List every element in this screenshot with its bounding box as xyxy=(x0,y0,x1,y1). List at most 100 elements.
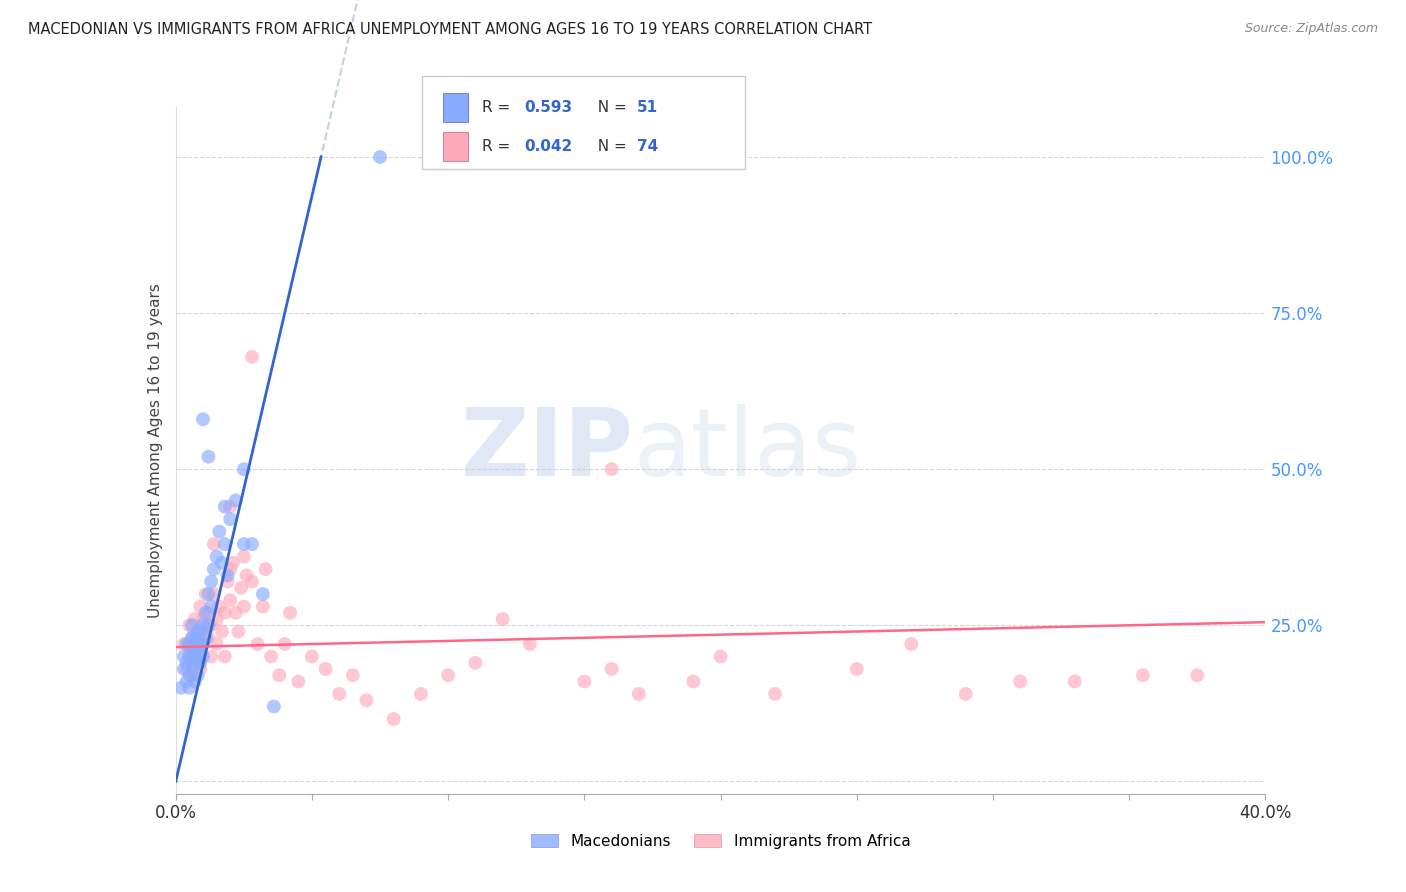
Point xyxy=(200,649,222,664)
Text: R =: R = xyxy=(482,139,516,154)
Text: 74: 74 xyxy=(637,139,658,154)
Point xyxy=(188,643,211,657)
Point xyxy=(269,668,291,682)
Point xyxy=(208,524,231,539)
Text: Source: ZipAtlas.com: Source: ZipAtlas.com xyxy=(1244,22,1378,36)
Point xyxy=(205,637,228,651)
Point xyxy=(173,637,195,651)
Point xyxy=(197,631,219,645)
Point xyxy=(184,674,207,689)
Point xyxy=(217,574,239,589)
Point xyxy=(274,637,297,651)
Point xyxy=(176,674,198,689)
Point xyxy=(263,699,285,714)
Point xyxy=(278,606,301,620)
Point xyxy=(197,587,219,601)
Point xyxy=(222,556,245,570)
Point xyxy=(179,649,201,664)
Point xyxy=(173,662,195,676)
Point xyxy=(600,462,623,476)
Point xyxy=(176,662,198,676)
Point xyxy=(214,500,236,514)
Text: 51: 51 xyxy=(637,100,658,115)
Point xyxy=(600,662,623,676)
Point xyxy=(191,637,214,651)
Text: 0.593: 0.593 xyxy=(524,100,572,115)
Point xyxy=(176,656,198,670)
Point xyxy=(1010,674,1032,689)
Point xyxy=(955,687,977,701)
Y-axis label: Unemployment Among Ages 16 to 19 years: Unemployment Among Ages 16 to 19 years xyxy=(148,283,163,618)
Point xyxy=(356,693,378,707)
Point xyxy=(176,637,198,651)
Point xyxy=(211,624,233,639)
Point xyxy=(219,500,242,514)
Point xyxy=(181,668,204,682)
Point xyxy=(574,674,596,689)
Point xyxy=(900,637,922,651)
Point xyxy=(260,649,283,664)
Point xyxy=(194,606,217,620)
Point xyxy=(181,649,204,664)
Point xyxy=(197,618,219,632)
Point xyxy=(437,668,460,682)
Point xyxy=(240,574,263,589)
Point xyxy=(219,562,242,576)
Point xyxy=(219,512,242,526)
Point xyxy=(186,624,209,639)
Point xyxy=(179,681,201,695)
Point xyxy=(184,612,207,626)
Point xyxy=(200,574,222,589)
Point xyxy=(191,612,214,626)
Point xyxy=(235,568,257,582)
Point xyxy=(186,643,209,657)
Point xyxy=(1132,668,1154,682)
Point xyxy=(217,568,239,582)
Point xyxy=(194,587,217,601)
Point xyxy=(232,462,254,476)
Point xyxy=(200,618,222,632)
Point xyxy=(232,549,254,564)
Point xyxy=(228,624,250,639)
Point xyxy=(191,649,214,664)
Point xyxy=(254,562,277,576)
Point xyxy=(179,618,201,632)
Point xyxy=(240,537,263,551)
Point xyxy=(170,681,193,695)
Point xyxy=(240,350,263,364)
Point xyxy=(184,631,207,645)
Point xyxy=(202,537,225,551)
Point xyxy=(179,637,201,651)
Legend: Macedonians, Immigrants from Africa: Macedonians, Immigrants from Africa xyxy=(524,828,917,855)
Point xyxy=(232,599,254,614)
Point xyxy=(200,599,222,614)
Point xyxy=(682,674,704,689)
Point xyxy=(409,687,432,701)
Point xyxy=(328,687,350,701)
Point xyxy=(627,687,650,701)
Point xyxy=(231,581,253,595)
Point xyxy=(181,662,204,676)
Point xyxy=(232,537,254,551)
Point xyxy=(191,412,214,426)
Point xyxy=(179,649,201,664)
Point xyxy=(214,606,236,620)
Point xyxy=(214,649,236,664)
Point xyxy=(211,556,233,570)
Point xyxy=(1063,674,1085,689)
Point xyxy=(252,599,274,614)
Point xyxy=(184,656,207,670)
Point xyxy=(197,450,219,464)
Point xyxy=(181,631,204,645)
Point xyxy=(464,656,486,670)
Text: 0.042: 0.042 xyxy=(524,139,572,154)
Point xyxy=(710,649,733,664)
Point xyxy=(315,662,337,676)
Point xyxy=(188,624,211,639)
Point xyxy=(252,587,274,601)
Point xyxy=(186,668,209,682)
Point xyxy=(205,612,228,626)
Point xyxy=(382,712,405,726)
Point xyxy=(184,656,207,670)
Point xyxy=(368,150,391,164)
